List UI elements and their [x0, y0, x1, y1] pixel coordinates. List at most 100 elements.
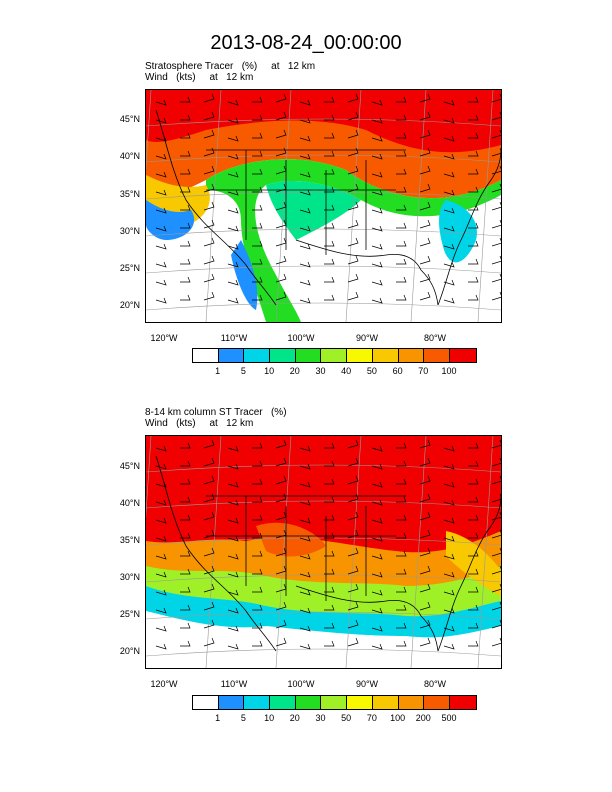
wind-barb	[324, 478, 335, 485]
wind-barb	[155, 225, 167, 232]
lon-label: 100°W	[287, 679, 315, 689]
wind-barb	[252, 478, 263, 485]
wind-barb	[419, 129, 431, 139]
panel1-subtitle-1: Stratosphere Tracer (%) at 12 km	[145, 61, 316, 72]
wind-barb	[252, 622, 263, 629]
wind-barb	[443, 207, 455, 214]
wind-barb	[299, 499, 311, 506]
wind-barb	[180, 114, 191, 121]
wind-barb	[419, 565, 431, 575]
colorbar-tick-label: 20	[289, 713, 300, 723]
wind-barb	[468, 622, 479, 629]
colorbar-swatch	[347, 696, 373, 709]
wind-barb	[180, 442, 191, 449]
colorbar-tick-label: 1	[215, 713, 221, 723]
wind-barb	[203, 439, 215, 449]
wind-barb	[491, 565, 501, 575]
wind-barb	[443, 189, 455, 196]
wind-barb	[252, 258, 263, 265]
wind-barb	[443, 463, 455, 470]
wind-barb	[324, 586, 335, 593]
wind-barb	[155, 117, 167, 124]
lon-label: 80°W	[423, 679, 447, 689]
wind-barb	[203, 529, 215, 539]
map-panel-stratosphere-tracer	[145, 89, 502, 323]
wind-barb	[252, 532, 263, 539]
lon-label: 110°W	[220, 679, 248, 689]
wind-barb	[371, 225, 383, 232]
wind-barb	[371, 481, 383, 488]
wind-barb	[324, 258, 335, 265]
wind-barb	[371, 135, 383, 142]
wind-barb	[299, 279, 311, 286]
lon-label: 80°W	[423, 333, 447, 343]
wind-barb	[155, 153, 167, 160]
wind-barb	[491, 111, 501, 121]
wind-barb	[227, 189, 239, 196]
wind-barb	[396, 496, 407, 503]
wind-barb	[468, 114, 479, 121]
wind-barb	[299, 481, 311, 488]
wind-barb	[180, 186, 191, 193]
wind-barb	[347, 147, 359, 157]
wind-barb	[419, 237, 431, 247]
wind-barb	[180, 604, 191, 611]
wind-barb	[491, 255, 501, 265]
figure-title: 2013-08-24_00:00:00	[210, 32, 402, 54]
wind-barb	[252, 604, 263, 611]
wind-barb	[371, 463, 383, 470]
wind-barb	[443, 99, 455, 106]
wind-barb	[347, 637, 359, 647]
wind-barb	[371, 589, 383, 596]
colorbar-tick-label: 30	[315, 713, 326, 723]
wind-barb	[252, 168, 263, 175]
wind-barb	[443, 553, 455, 560]
wind-barb	[491, 529, 501, 539]
wind-barb	[324, 294, 335, 301]
wind-barb	[275, 219, 287, 229]
wind-barb	[371, 643, 383, 650]
wind-barb	[275, 291, 287, 301]
colorbar-swatch	[218, 349, 245, 362]
wind-barb	[443, 135, 455, 142]
wind-barb	[396, 550, 407, 557]
wind-barb	[468, 222, 479, 229]
wind-barb	[396, 132, 407, 139]
wind-barb	[347, 619, 359, 629]
wind-barb	[203, 93, 215, 103]
wind-barb	[347, 93, 359, 103]
colorbar-swatch	[244, 349, 271, 362]
wind-barb	[324, 604, 335, 611]
lon-label: 110°W	[220, 333, 248, 343]
wind-barb	[227, 297, 239, 304]
colorbar-swatch	[449, 696, 476, 709]
wind-barb	[299, 171, 311, 178]
wind-barb	[347, 475, 359, 485]
wind-barb	[443, 607, 455, 614]
wind-barb	[468, 294, 479, 301]
colorbar-tick-label: 5	[240, 366, 246, 376]
wind-barb	[396, 222, 407, 229]
wind-barb	[371, 189, 383, 196]
wind-barb	[227, 517, 239, 524]
wind-barb	[155, 517, 167, 524]
wind-barb	[371, 279, 383, 286]
wind-barb	[252, 132, 263, 139]
wind-barb	[443, 643, 455, 650]
colorbar-swatch	[295, 349, 322, 362]
wind-barb	[371, 171, 383, 178]
wind-barb	[371, 243, 383, 250]
wind-barb	[347, 601, 359, 611]
colorbar-swatch	[372, 696, 399, 709]
wind-barb	[227, 99, 239, 106]
wind-barb	[419, 493, 431, 503]
lat-label: 35°N	[119, 189, 140, 199]
wind-barb	[419, 583, 431, 593]
wind-barb	[347, 439, 359, 449]
wind-barb	[491, 511, 501, 521]
wind-barb	[371, 261, 383, 268]
wind-barb	[180, 550, 191, 557]
wind-barb	[324, 132, 335, 139]
wind-barb	[491, 583, 501, 593]
wind-barb	[203, 547, 215, 557]
